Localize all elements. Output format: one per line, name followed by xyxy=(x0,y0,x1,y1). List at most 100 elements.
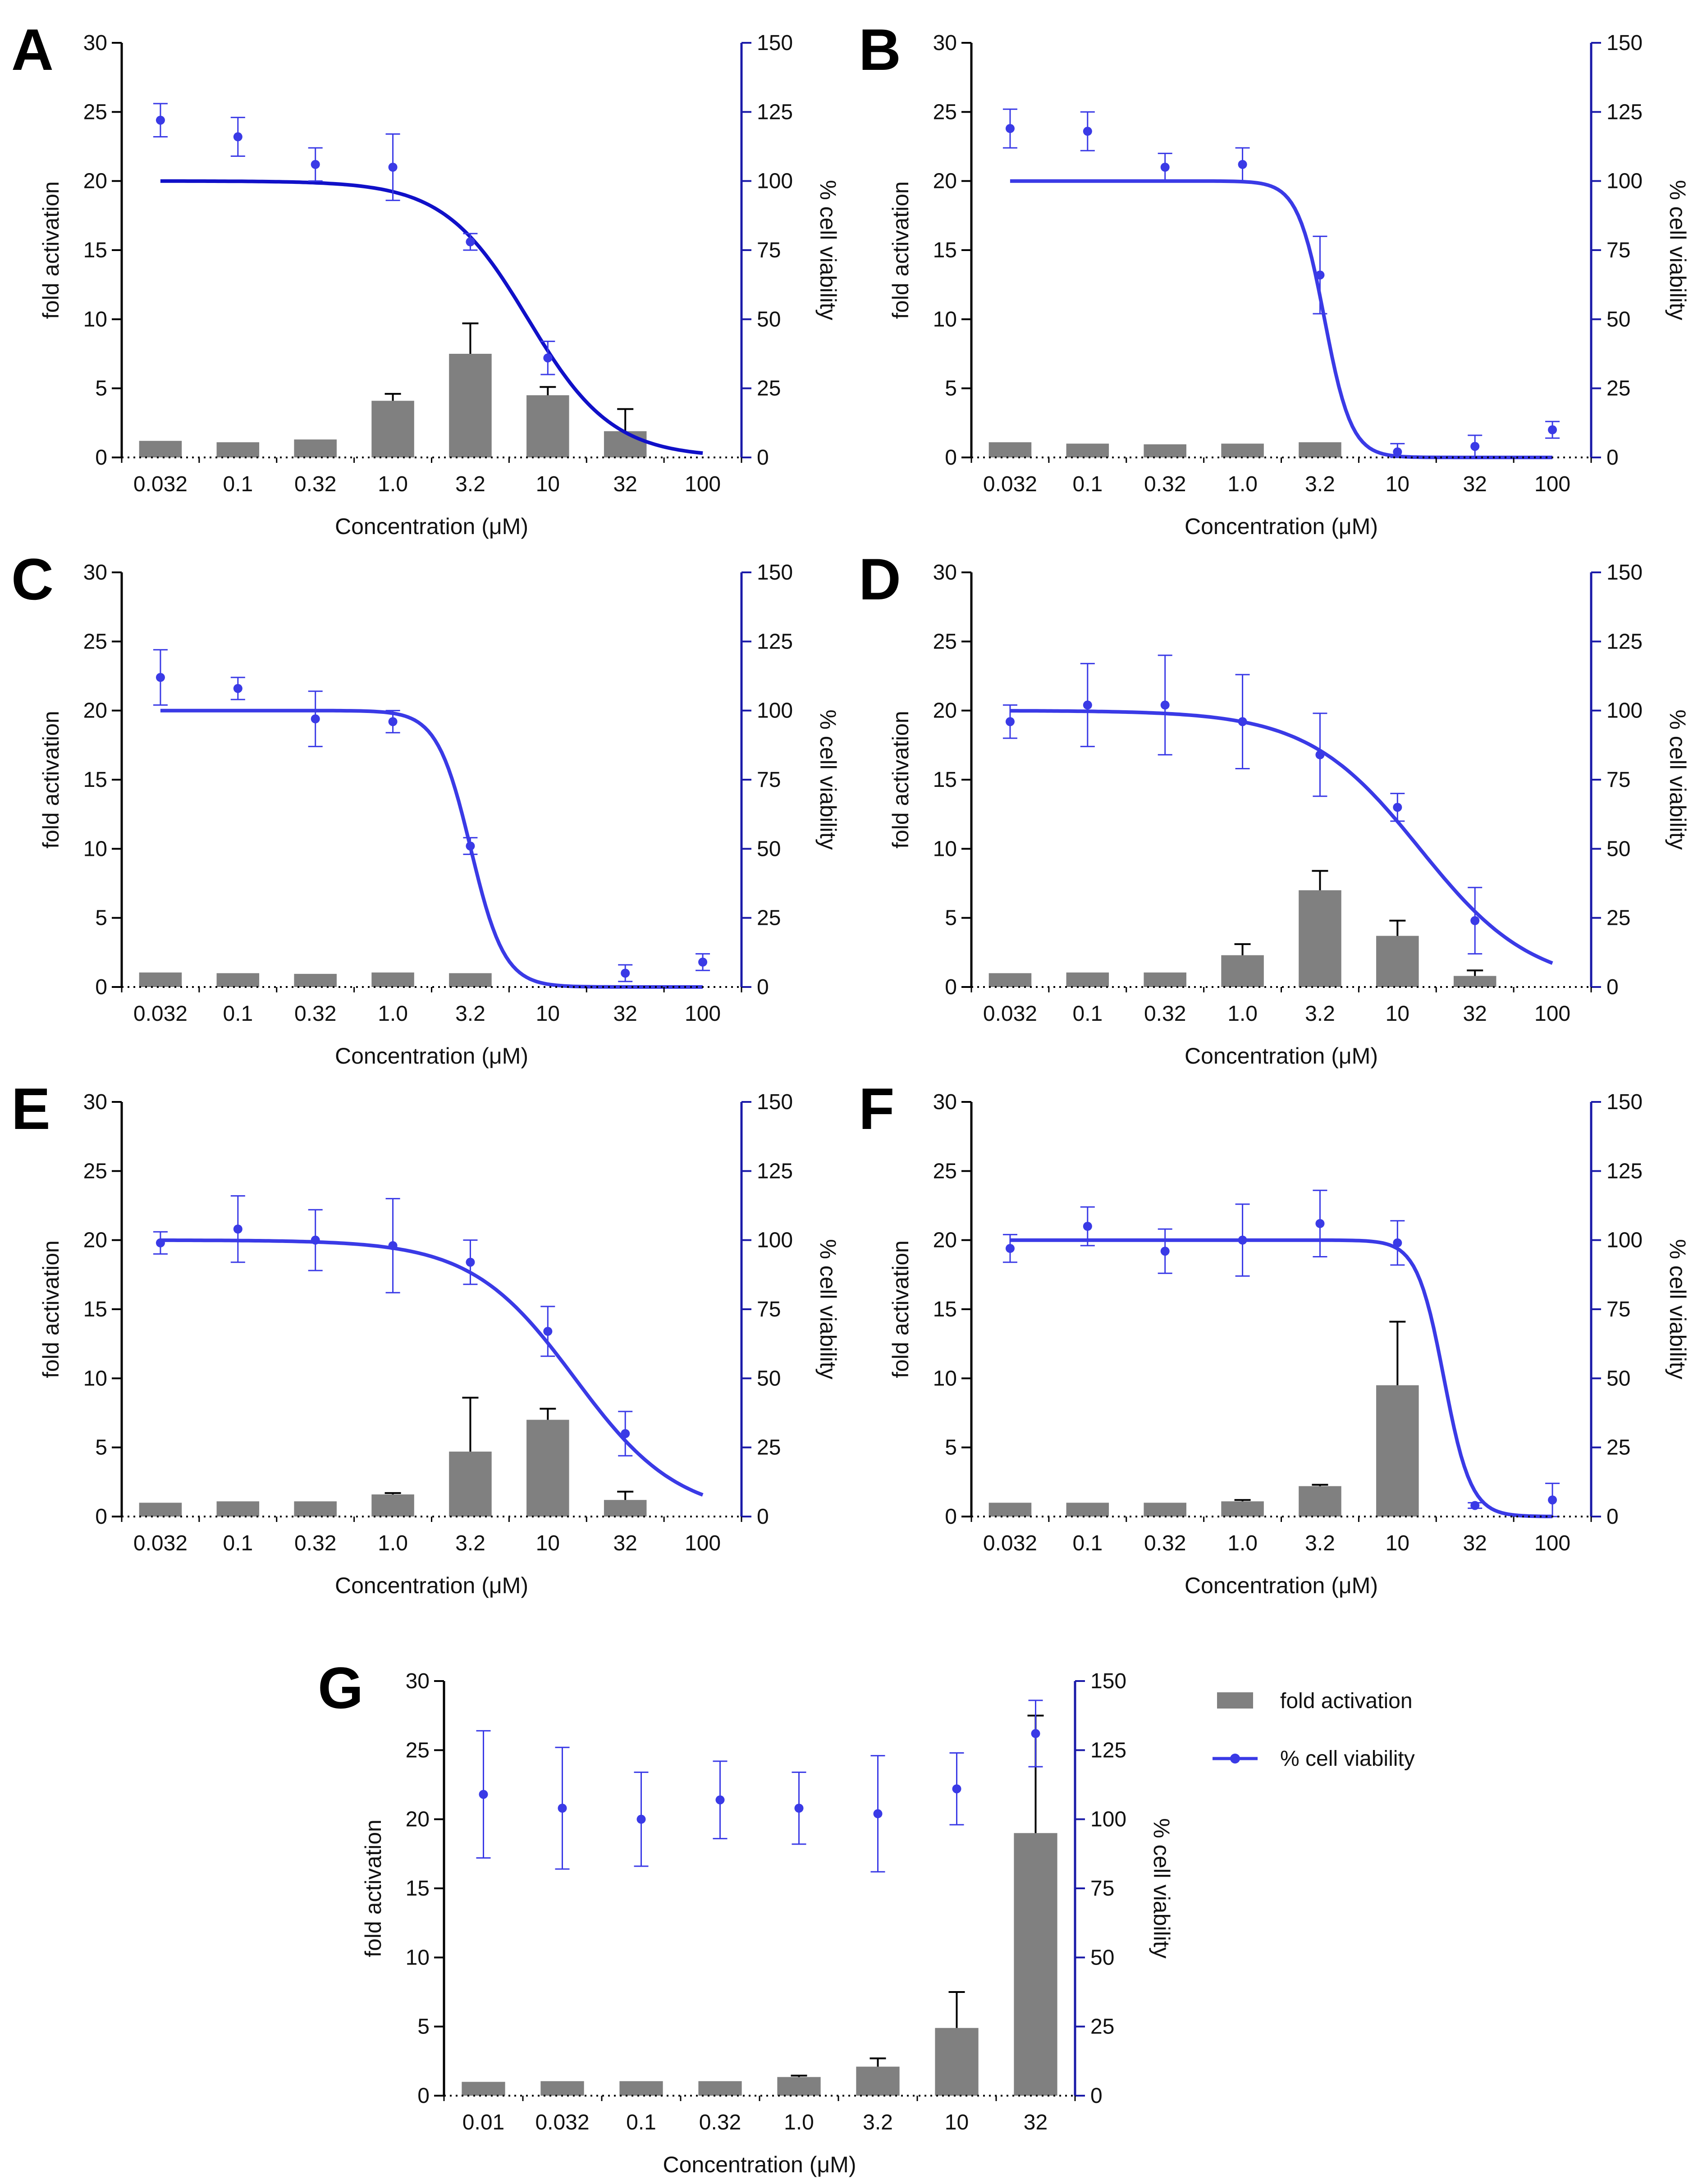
y-tick-label: 30 xyxy=(406,1669,430,1693)
bar xyxy=(604,431,647,457)
y2-tick-label: 125 xyxy=(1090,1738,1126,1762)
viability-point xyxy=(1160,163,1170,172)
y-tick-label: 10 xyxy=(933,307,957,331)
x-tick-label: 3.2 xyxy=(1305,1531,1335,1555)
bar xyxy=(1066,443,1109,457)
legend-line-label: % cell viability xyxy=(1280,1747,1415,1771)
viability-point xyxy=(543,353,553,363)
bar xyxy=(294,973,337,987)
y-tick-label: 15 xyxy=(83,768,107,792)
x-tick-label: 0.32 xyxy=(294,472,336,496)
bar xyxy=(526,1420,569,1517)
viability-point xyxy=(873,1809,883,1818)
fit-curve xyxy=(160,179,703,455)
y-tick-label: 5 xyxy=(945,1436,957,1460)
y-tick-label: 10 xyxy=(83,307,107,331)
x-tick-label: 0.32 xyxy=(1144,472,1186,496)
y2-tick-label: 100 xyxy=(1606,699,1643,723)
x-tick-label: 0.1 xyxy=(1072,1002,1103,1026)
y2-tick-label: 150 xyxy=(1606,1090,1643,1114)
bar xyxy=(216,442,260,457)
viability-point xyxy=(388,1241,398,1250)
viability-point xyxy=(1160,700,1170,710)
x-tick-label: 32 xyxy=(613,1531,637,1555)
bar xyxy=(1299,890,1341,987)
bar xyxy=(1376,936,1419,987)
viability-point xyxy=(479,1790,488,1799)
x-tick-label: 0.032 xyxy=(133,472,188,496)
panel-label: E xyxy=(11,1076,50,1142)
viability-point xyxy=(1238,160,1247,169)
y2-tick-label: 125 xyxy=(757,1159,793,1183)
x-tick-label: 1.0 xyxy=(378,472,408,496)
x-tick-label: 3.2 xyxy=(863,2111,893,2134)
y-tick-label: 20 xyxy=(933,699,957,723)
y2-tick-label: 75 xyxy=(757,768,781,792)
panel-b: B 0 5 10 15 20 25 30 0 25 50 75 100 125 150 0.032 0.1 0.3… xyxy=(859,17,1690,539)
y-tick-label: 0 xyxy=(417,2084,430,2108)
x-tick-label: 100 xyxy=(1534,472,1570,496)
x-tick-label: 0.32 xyxy=(294,1531,336,1555)
x-tick-label: 10 xyxy=(536,1531,560,1555)
bar xyxy=(371,972,414,987)
y-tick-label: 5 xyxy=(95,1436,107,1460)
x-tick-label: 3.2 xyxy=(1305,472,1335,496)
y2-tick-label: 150 xyxy=(1606,561,1643,585)
y-tick-label: 20 xyxy=(83,1229,107,1252)
panel-c: C 0 5 10 15 20 25 30 0 25 50 75 100 125 150 0.032 0.1 0.3… xyxy=(11,546,841,1069)
y-tick-label: 15 xyxy=(406,1877,430,1901)
y-tick-label: 25 xyxy=(83,630,107,653)
x-tick-label: 0.1 xyxy=(223,472,253,496)
y2-tick-label: 150 xyxy=(757,31,793,55)
y2-tick-label: 150 xyxy=(757,561,793,585)
y-tick-label: 30 xyxy=(83,31,107,55)
x-tick-label: 10 xyxy=(536,1002,560,1026)
y2-tick-label: 0 xyxy=(1090,2084,1103,2108)
fit-curve xyxy=(160,708,703,989)
x-tick-label: 0.032 xyxy=(983,472,1037,496)
y-tick-label: 5 xyxy=(95,906,107,930)
bar xyxy=(604,1500,647,1517)
viability-point xyxy=(156,673,165,682)
viability-point xyxy=(1315,1219,1325,1228)
y2-tick-label: 125 xyxy=(1606,100,1643,124)
y-tick-label: 15 xyxy=(933,768,957,792)
y-tick-label: 30 xyxy=(933,31,957,55)
y2-tick-label: 50 xyxy=(1090,1946,1114,1969)
bar xyxy=(139,1503,182,1517)
y2-tick-label: 50 xyxy=(1606,1366,1630,1390)
y-tick-label: 0 xyxy=(945,446,957,470)
y-tick-label: 25 xyxy=(406,1738,430,1762)
bar xyxy=(856,2066,900,2096)
viability-point xyxy=(311,1235,320,1245)
viability-point xyxy=(1393,803,1402,812)
viability-point xyxy=(1470,442,1480,451)
x-tick-label: 100 xyxy=(685,1531,721,1555)
panel-f: F 0 5 10 15 20 25 30 0 25 50 75 100 125 150 0.032 0.1 0.3… xyxy=(859,1076,1690,1598)
y-tick-label: 25 xyxy=(933,100,957,124)
viability-point xyxy=(794,1804,804,1813)
x-tick-label: 0.1 xyxy=(626,2111,656,2134)
legend-bar-swatch xyxy=(1217,1692,1253,1709)
viability-point xyxy=(621,969,630,978)
y2-tick-label: 25 xyxy=(757,906,781,930)
y-tick-label: 25 xyxy=(933,1159,957,1183)
viability-point xyxy=(715,1795,725,1805)
y2-tick-label: 125 xyxy=(1606,1159,1643,1183)
y-tick-label: 20 xyxy=(83,169,107,193)
panel-label: A xyxy=(11,17,54,82)
panel-label: B xyxy=(859,17,901,82)
y-tick-label: 25 xyxy=(83,100,107,124)
y-axis-title: fold activation xyxy=(361,1819,386,1957)
y2-tick-label: 100 xyxy=(1606,1229,1643,1252)
bar xyxy=(1144,444,1186,457)
y2-tick-label: 125 xyxy=(757,100,793,124)
y2-tick-label: 125 xyxy=(757,630,793,653)
y-axis-title: fold activation xyxy=(38,1240,64,1378)
y2-tick-label: 75 xyxy=(1090,1877,1114,1901)
y2-tick-label: 50 xyxy=(1606,837,1630,861)
viability-point xyxy=(1031,1729,1040,1738)
x-tick-label: 10 xyxy=(945,2111,969,2134)
bar xyxy=(449,1451,492,1517)
